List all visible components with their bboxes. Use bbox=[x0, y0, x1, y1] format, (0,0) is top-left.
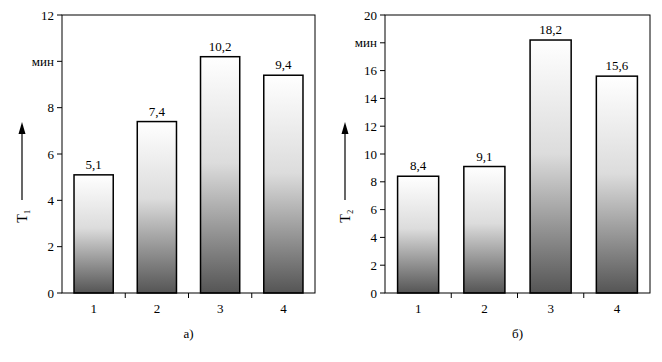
plot-frame bbox=[62, 15, 315, 293]
y-tick-label: 12 bbox=[364, 119, 377, 134]
y-tick bbox=[380, 42, 385, 43]
x-tick-label: 2 bbox=[481, 301, 488, 316]
data-label: 8,4 bbox=[410, 158, 427, 173]
y-tick bbox=[57, 154, 62, 155]
y-tick bbox=[57, 61, 62, 62]
y-tick bbox=[57, 107, 62, 108]
y-tick-label: 4 bbox=[371, 230, 378, 245]
y-tick-label: 20 bbox=[364, 8, 377, 23]
y-tick bbox=[57, 246, 62, 247]
x-tick-label: 3 bbox=[547, 301, 554, 316]
x-label: б) bbox=[512, 326, 523, 341]
y-tick-label: 0 bbox=[371, 286, 378, 301]
y-tick-label: мин bbox=[32, 54, 54, 69]
y-tick-label: 10 bbox=[364, 147, 377, 162]
y-tick bbox=[57, 15, 62, 16]
x-tick bbox=[188, 293, 189, 298]
figure: 02468мин125,17,410,29,41234а)T₁024681012… bbox=[0, 0, 662, 362]
bar bbox=[596, 76, 637, 293]
y-tick-label: 8 bbox=[48, 100, 55, 115]
data-label: 18,2 bbox=[539, 22, 562, 37]
data-label: 7,4 bbox=[149, 104, 166, 119]
y-tick bbox=[380, 293, 385, 294]
x-tick bbox=[125, 293, 126, 298]
y-tick bbox=[380, 181, 385, 182]
plot-frame bbox=[385, 15, 650, 293]
y-tick bbox=[380, 70, 385, 71]
y-tick-label: 2 bbox=[48, 239, 55, 254]
bar bbox=[530, 40, 571, 293]
y-axis-arrow-head bbox=[19, 122, 26, 134]
x-tick-label: 4 bbox=[280, 301, 287, 316]
data-label: 9,1 bbox=[476, 149, 492, 164]
y-tick bbox=[380, 98, 385, 99]
bar bbox=[201, 57, 240, 293]
y-tick bbox=[380, 154, 385, 155]
y-tick bbox=[380, 209, 385, 210]
y-axis-arrow-head bbox=[342, 122, 349, 134]
y-label: T₂ bbox=[338, 209, 353, 223]
y-tick-label: 12 bbox=[41, 8, 54, 23]
y-tick-label: 4 bbox=[48, 193, 55, 208]
y-tick bbox=[57, 200, 62, 201]
x-tick-label: 1 bbox=[90, 301, 97, 316]
x-tick bbox=[583, 293, 584, 298]
bar bbox=[264, 75, 303, 293]
data-label: 15,6 bbox=[606, 58, 629, 73]
bar bbox=[398, 176, 439, 293]
x-label: а) bbox=[183, 326, 193, 341]
y-tick bbox=[380, 237, 385, 238]
bar bbox=[464, 167, 505, 293]
y-axis-arrow bbox=[344, 128, 345, 200]
y-tick bbox=[380, 265, 385, 266]
x-tick-label: 2 bbox=[154, 301, 161, 316]
y-tick-label: 16 bbox=[364, 63, 378, 78]
y-tick bbox=[57, 293, 62, 294]
y-tick-label: 6 bbox=[48, 147, 55, 162]
y-tick-label: 6 bbox=[371, 202, 378, 217]
x-tick-label: 4 bbox=[614, 301, 621, 316]
data-label: 5,1 bbox=[86, 157, 102, 172]
x-tick-label: 3 bbox=[217, 301, 224, 316]
y-tick-label: 8 bbox=[371, 174, 378, 189]
y-tick-label: 0 bbox=[48, 286, 55, 301]
y-tick-label: 14 bbox=[364, 91, 378, 106]
y-tick bbox=[380, 126, 385, 127]
y-tick bbox=[380, 15, 385, 16]
y-label: T₁ bbox=[15, 209, 30, 222]
bar bbox=[74, 175, 113, 293]
bar bbox=[137, 122, 176, 293]
x-tick-label: 1 bbox=[415, 301, 422, 316]
data-label: 9,4 bbox=[275, 57, 292, 72]
y-tick-label: 2 bbox=[371, 258, 378, 273]
y-axis-arrow bbox=[21, 128, 22, 200]
x-tick bbox=[451, 293, 452, 298]
x-tick bbox=[517, 293, 518, 298]
data-label: 10,2 bbox=[209, 39, 232, 54]
x-tick bbox=[251, 293, 252, 298]
y-tick-label: мин bbox=[355, 35, 377, 50]
